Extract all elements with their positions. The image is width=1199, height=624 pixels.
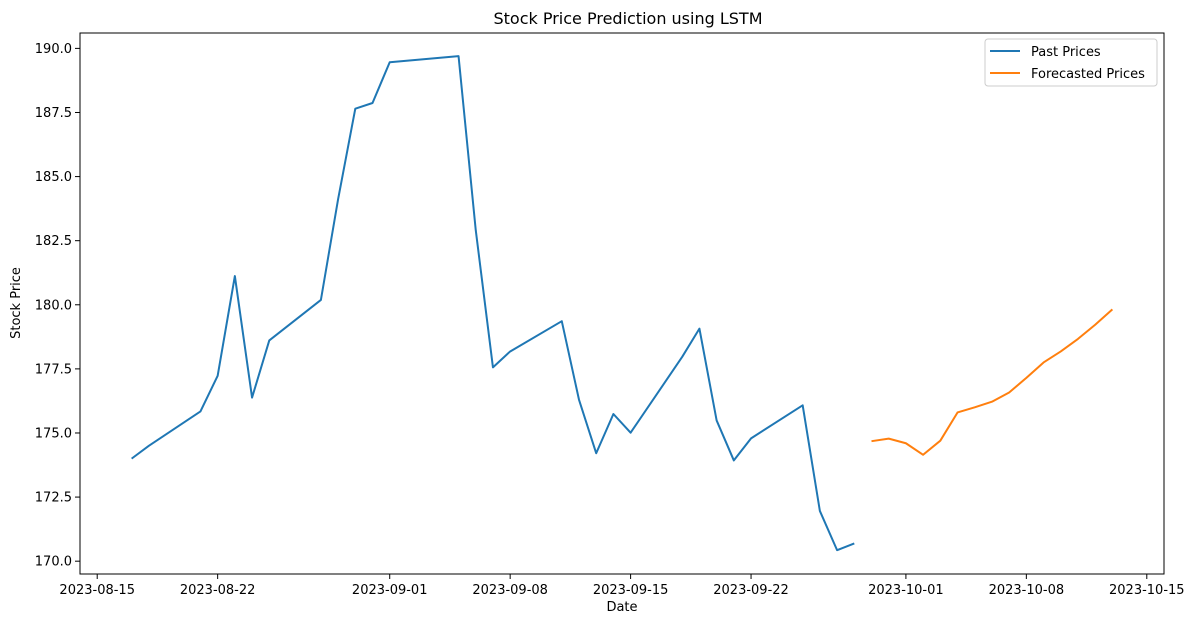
x-tick-label: 2023-10-08 <box>989 583 1065 598</box>
x-tick-label: 2023-10-01 <box>868 583 944 598</box>
x-tick-label: 2023-09-15 <box>593 583 669 598</box>
plot-frame <box>79 32 1165 575</box>
series-line-2 <box>871 308 1114 456</box>
x-tick-label: 2023-09-08 <box>472 583 548 598</box>
legend-label-2: Forecasted Prices <box>1031 67 1145 82</box>
x-tick-label: 2023-08-15 <box>59 583 135 598</box>
series-layer <box>131 55 1114 552</box>
x-axis-title: Date <box>606 600 637 615</box>
y-tick-label: 172.5 <box>35 491 72 506</box>
x-tick-label: 2023-10-15 <box>1109 583 1185 598</box>
chart-title: Stock Price Prediction using LSTM <box>493 9 762 28</box>
y-tick-label: 170.0 <box>35 555 72 570</box>
y-axis-title: Stock Price <box>9 267 24 339</box>
y-axis: 170.0 172.5 175.0 177.5 180.0 182.5 185.0 187.5… <box>35 42 80 570</box>
x-tick-label: 2023-09-22 <box>713 583 789 598</box>
y-tick-label: 190.0 <box>35 42 72 57</box>
x-axis: 2023-08-15 2023-08-22 2023-09-01 2023-09-08… <box>59 574 1185 598</box>
series-line-1 <box>131 55 855 552</box>
y-tick-label: 175.0 <box>35 426 72 441</box>
y-tick-label: 185.0 <box>35 170 72 185</box>
y-tick-label: 182.5 <box>35 234 72 249</box>
y-tick-label: 177.5 <box>35 362 72 377</box>
legend: Past Prices Forecasted Prices <box>984 38 1158 87</box>
x-tick-label: 2023-08-22 <box>180 583 256 598</box>
y-tick-label: 180.0 <box>35 298 72 313</box>
y-tick-label: 187.5 <box>35 106 72 121</box>
legend-label-1: Past Prices <box>1031 45 1101 60</box>
legend-box <box>984 38 1158 87</box>
x-tick-label: 2023-09-01 <box>352 583 428 598</box>
